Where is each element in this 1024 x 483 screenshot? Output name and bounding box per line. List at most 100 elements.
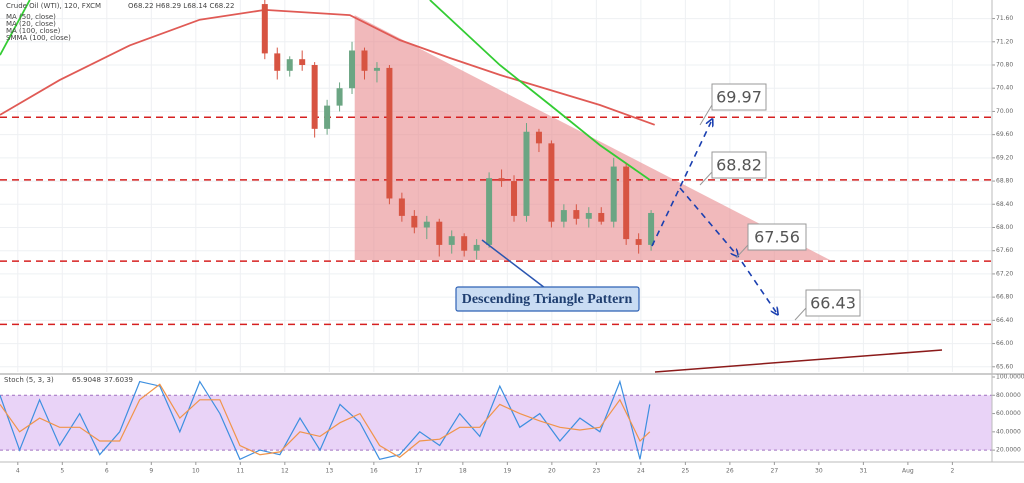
callout-label: 67.56 xyxy=(754,228,800,247)
candle-body xyxy=(411,215,418,228)
y-tick-label: 80.0000 xyxy=(996,392,1021,399)
x-tick-label: Aug xyxy=(902,468,914,475)
x-tick-label: 16 xyxy=(370,468,378,475)
ma-line xyxy=(429,0,651,181)
candle-body xyxy=(448,236,455,245)
y-tick-label: 68.40 xyxy=(996,201,1013,208)
y-tick-label: 68.80 xyxy=(996,178,1013,185)
legend-entry: SMMA (100, close) xyxy=(6,34,71,42)
callout-box xyxy=(805,289,861,317)
candle-body xyxy=(548,143,555,222)
x-tick-label: 24 xyxy=(637,468,645,475)
pattern-pointer xyxy=(481,239,546,289)
candle-body xyxy=(299,59,306,65)
candle-body xyxy=(623,166,630,240)
stoch-value: 65.9048 xyxy=(72,376,101,384)
candle-body xyxy=(498,178,505,182)
candle-body xyxy=(311,64,318,129)
y-tick-label: 68.00 xyxy=(996,224,1013,231)
y-tick-label: 71.60 xyxy=(996,15,1013,22)
x-tick-label: 31 xyxy=(860,468,868,475)
x-tick-label: 11 xyxy=(237,468,245,475)
y-tick-label: 70.80 xyxy=(996,61,1013,68)
candle-body xyxy=(585,212,592,219)
x-tick-label: 13 xyxy=(326,468,334,475)
y-tick-label: 69.60 xyxy=(996,131,1013,138)
y-tick-label: 60.0000 xyxy=(996,410,1021,417)
triangle-pattern xyxy=(354,15,831,260)
stoch-line xyxy=(0,383,651,459)
candle-body xyxy=(373,67,380,71)
candle-body xyxy=(286,59,293,71)
stoch-line xyxy=(0,379,651,461)
y-tick-label: 20.0000 xyxy=(996,447,1021,454)
y-tick-label: 67.20 xyxy=(996,270,1013,277)
y-tick-label: 66.80 xyxy=(996,294,1013,301)
chart-title: Crude Oil (WTI), 120, FXCM xyxy=(6,2,101,10)
legend-entry: MA (100, close) xyxy=(6,27,61,35)
candle-body xyxy=(560,210,567,222)
x-tick-label: 18 xyxy=(459,468,467,475)
candle-body xyxy=(274,53,281,71)
ma-line xyxy=(0,8,656,126)
stoch-value: 37.6039 xyxy=(104,376,133,384)
x-tick-label: 17 xyxy=(415,468,423,475)
candle-body xyxy=(535,131,542,144)
price-panel: 65.60 66.00 66.40 66.80 67.20 67.60 68.00 68.40… xyxy=(0,0,1013,372)
candle-body xyxy=(261,4,268,54)
trend-line xyxy=(654,349,943,373)
y-tick-label: 66.40 xyxy=(996,317,1013,324)
x-tick-label: 23 xyxy=(593,468,601,475)
y-tick-label: 70.00 xyxy=(996,108,1013,115)
candle-body xyxy=(511,181,518,216)
y-tick-label: 67.60 xyxy=(996,247,1013,254)
candle-body xyxy=(423,221,430,228)
y-tick-label: 40.0000 xyxy=(996,428,1021,435)
ohlc-text: O68.22 H68.29 L68.14 C68.22 xyxy=(128,2,234,10)
stoch-panel: 20.0000 40.0000 60.0000 80.0000 100.0000 xyxy=(0,374,1024,461)
candle-body xyxy=(436,221,443,245)
x-tick-label: 27 xyxy=(771,468,779,475)
x-tick-label: 26 xyxy=(726,468,734,475)
candle-body xyxy=(349,50,356,89)
forecast-arrow xyxy=(679,187,736,254)
x-tick-label: 12 xyxy=(281,468,289,475)
callout-label: 66.43 xyxy=(810,294,856,313)
candle-body xyxy=(523,131,530,216)
candle-body xyxy=(461,236,468,251)
x-tick-label: 9 xyxy=(149,468,153,475)
x-tick-label: 19 xyxy=(504,468,512,475)
legend-entry: MA (50, close) xyxy=(6,13,56,21)
candle-body xyxy=(573,210,580,219)
y-tick-label: 65.60 xyxy=(996,363,1013,370)
x-tick-label: 4 xyxy=(16,468,20,475)
callout-box xyxy=(711,151,767,179)
candle-body xyxy=(386,67,393,199)
x-tick-label: 25 xyxy=(682,468,690,475)
callout-label: 68.82 xyxy=(716,156,762,175)
y-tick-label: 100.0000 xyxy=(996,374,1024,381)
y-tick-label: 66.00 xyxy=(996,340,1013,347)
x-tick-label: 20 xyxy=(548,468,556,475)
forecast-arrow xyxy=(651,122,711,247)
x-tick-label: 5 xyxy=(60,468,64,475)
x-tick-label: 10 xyxy=(192,468,200,475)
callout-line xyxy=(735,244,749,259)
candle-body xyxy=(361,50,368,71)
stoch-band xyxy=(0,395,992,451)
pattern-label: Descending Triangle Pattern xyxy=(462,292,633,307)
callout-label: 69.97 xyxy=(716,88,762,107)
candle-body xyxy=(398,198,405,216)
candle-body xyxy=(598,212,605,222)
pattern-box xyxy=(455,286,640,312)
y-tick-label: 69.20 xyxy=(996,154,1013,161)
callout-line xyxy=(699,171,713,186)
legend-entry: MA (20, close) xyxy=(6,20,56,28)
candle-body xyxy=(473,244,480,251)
x-tick-label: 6 xyxy=(105,468,109,475)
candle-body xyxy=(486,178,493,245)
callout-box xyxy=(711,83,767,111)
candle-body xyxy=(648,212,655,245)
x-tick-label: 2 xyxy=(950,468,954,475)
